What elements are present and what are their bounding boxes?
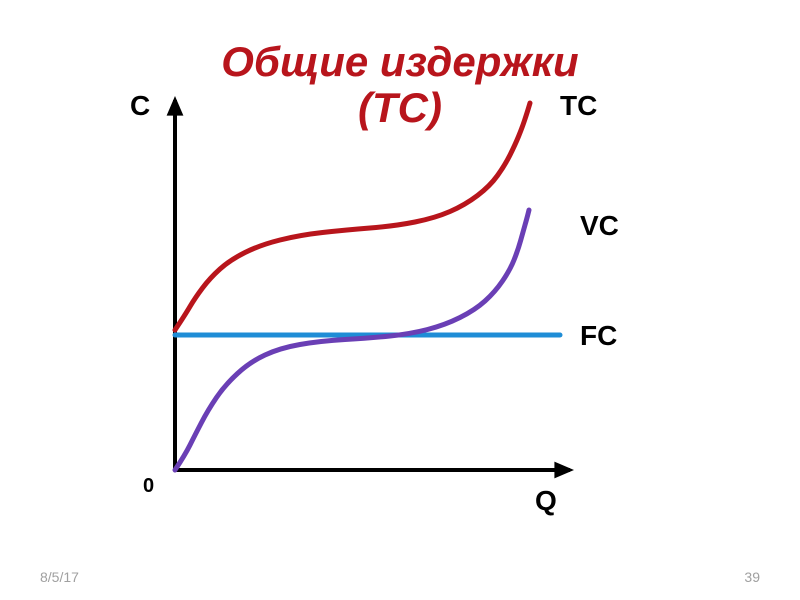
tc-label: TC [560, 90, 597, 122]
cost-curves-chart [0, 0, 800, 600]
origin-label: 0 [143, 475, 154, 498]
footer-date: 8/5/17 [40, 569, 79, 585]
y-axis-label: C [130, 90, 150, 122]
slide: Общие издержки (ТС) C Q 0 TC VC FC 8/5/1… [0, 0, 800, 600]
footer-page-number: 39 [744, 569, 760, 585]
vc-label: VC [580, 210, 619, 242]
x-axis-label: Q [535, 485, 557, 517]
fc-label: FC [580, 320, 617, 352]
